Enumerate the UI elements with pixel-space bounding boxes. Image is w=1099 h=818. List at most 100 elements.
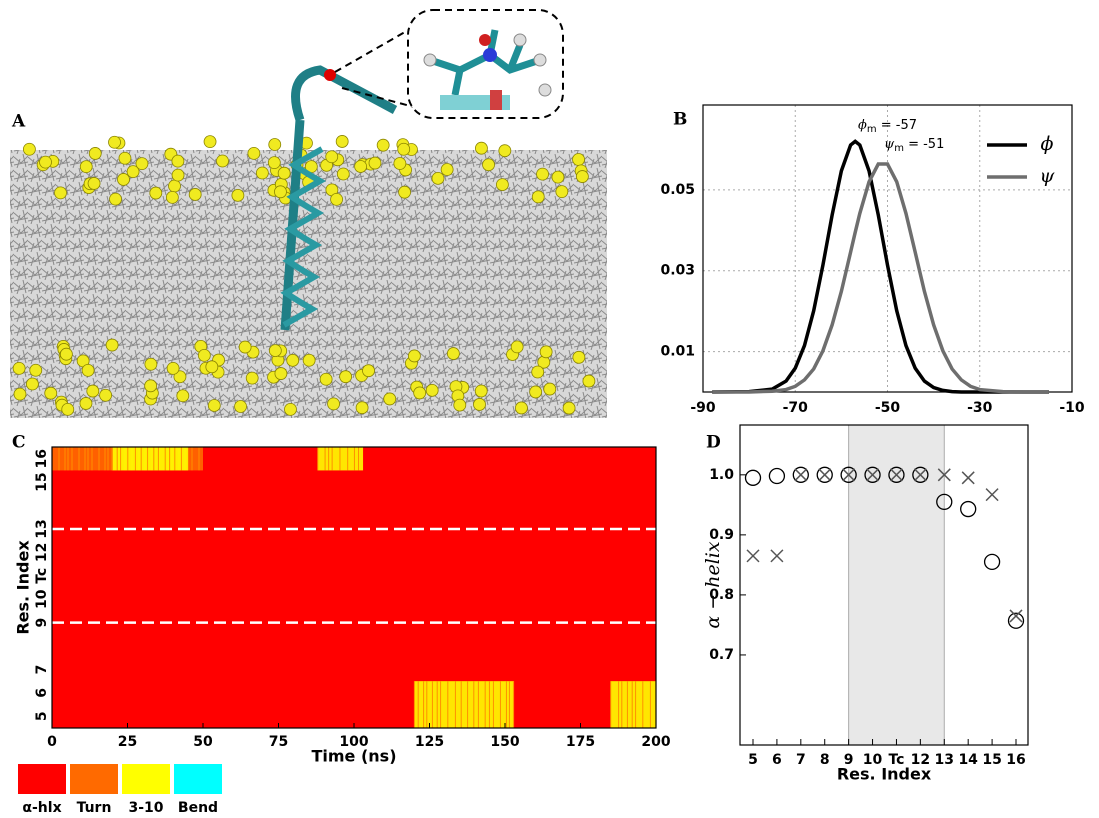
lipid-head <box>407 349 421 363</box>
lipid-head <box>274 185 287 199</box>
lipid-head <box>354 160 368 173</box>
state-segment <box>414 681 515 728</box>
lipid-head <box>274 367 288 380</box>
lipid-head <box>355 401 369 415</box>
legend-swatch <box>122 764 170 794</box>
annotation: ϕm = -57 <box>858 118 917 136</box>
y-tick-label: 0.03 <box>660 263 695 279</box>
lipid-head <box>267 156 281 170</box>
x-tick-label: 75 <box>269 734 288 750</box>
lipid-head <box>515 401 528 415</box>
lipid-head <box>247 146 261 160</box>
lipid-head <box>398 185 411 199</box>
lipid-head <box>539 345 553 359</box>
lipid-head <box>234 400 247 413</box>
lipid-head <box>166 361 180 375</box>
x-tick-label: 15 <box>982 752 1001 768</box>
lipid-head <box>440 163 454 176</box>
lipid-head <box>149 186 163 200</box>
x-tick-label: -10 <box>1059 400 1085 416</box>
lipid-head <box>475 141 488 155</box>
lipid-head <box>383 392 397 406</box>
lipid-head <box>453 398 467 412</box>
lipid-head <box>482 158 495 172</box>
point <box>744 469 762 486</box>
lipid-head <box>231 188 245 202</box>
lipid-head <box>54 186 67 200</box>
point <box>792 466 809 483</box>
y-tick-label: 0.01 <box>660 344 695 360</box>
lipid-head <box>277 166 291 180</box>
lipid-head <box>118 151 132 165</box>
lipid-head <box>531 365 545 379</box>
annotation-symbol: ϕ <box>858 118 867 133</box>
lipid-head <box>536 167 549 181</box>
lipid-head <box>109 192 122 206</box>
residue-highlight <box>324 69 336 81</box>
x-tick-label: 7 <box>796 752 806 768</box>
panel-label: C <box>12 433 26 453</box>
x-tick-label: 25 <box>118 734 137 750</box>
plot-frame <box>702 104 1073 393</box>
point <box>816 466 833 483</box>
lipid-head <box>216 154 229 168</box>
lipid-head <box>39 155 52 169</box>
y-tick-label: 0.05 <box>660 182 695 198</box>
point <box>866 468 880 482</box>
legend-label: 3-10 <box>128 800 163 816</box>
lipid-head <box>255 166 269 180</box>
membrane-image <box>10 9 607 418</box>
lipid-head <box>555 185 569 199</box>
x-tick-label: 14 <box>958 752 978 768</box>
heatmap-base <box>52 447 656 728</box>
lipid-head <box>582 374 596 388</box>
lipid-head <box>59 347 73 361</box>
annotation-sub: m <box>894 143 904 154</box>
line-series <box>712 139 1049 394</box>
point <box>983 553 1001 571</box>
lipid-head <box>446 347 460 360</box>
legend-label: α-hlx <box>22 800 61 816</box>
x-tick-label: 5 <box>748 752 758 768</box>
lipid-head <box>29 363 43 377</box>
y-tick-label: 0.7 <box>709 647 734 663</box>
lipid-head <box>474 384 488 398</box>
lipid-head <box>510 340 524 354</box>
x-tick-label: 9 <box>844 752 854 768</box>
lipid-head <box>79 160 93 174</box>
panel-label: D <box>706 433 721 453</box>
lipid-head <box>362 364 375 378</box>
lipid-head <box>168 179 181 193</box>
y-tick-label: 0.9 <box>709 527 734 543</box>
lipid-head <box>203 135 217 149</box>
lipid-head <box>81 363 95 377</box>
x-axis-label: Time (ns) <box>311 747 396 766</box>
lipid-head <box>165 190 179 204</box>
legend-swatch <box>70 764 118 794</box>
lipid-head <box>327 397 340 411</box>
annotation-text: = -51 <box>904 137 944 152</box>
legend-swatch <box>18 764 66 794</box>
y-axis-label: α − helix <box>702 541 724 628</box>
lipid-head <box>531 190 545 204</box>
y-tick-label: 16 <box>34 449 50 468</box>
x-tick-label: 175 <box>566 734 595 750</box>
lipid-bilayer <box>10 150 607 418</box>
x-tick-label: 10 <box>863 752 883 768</box>
lipid-head <box>495 178 509 191</box>
x-tick-label: -30 <box>967 400 993 416</box>
lipid-head <box>431 171 445 185</box>
point <box>864 466 881 483</box>
point <box>840 466 857 483</box>
lipid-heads <box>12 135 596 416</box>
panel-label: A <box>11 112 26 132</box>
x-tick-label: -50 <box>875 400 901 416</box>
y-tick-label: Tc <box>34 568 50 584</box>
lipid-head <box>529 385 543 399</box>
point <box>961 471 975 485</box>
x-tick-label: 8 <box>820 752 830 768</box>
lipid-head <box>108 135 121 149</box>
legend-label: ϕ <box>1041 133 1054 155</box>
point <box>960 500 977 518</box>
lipid-head <box>268 138 282 151</box>
